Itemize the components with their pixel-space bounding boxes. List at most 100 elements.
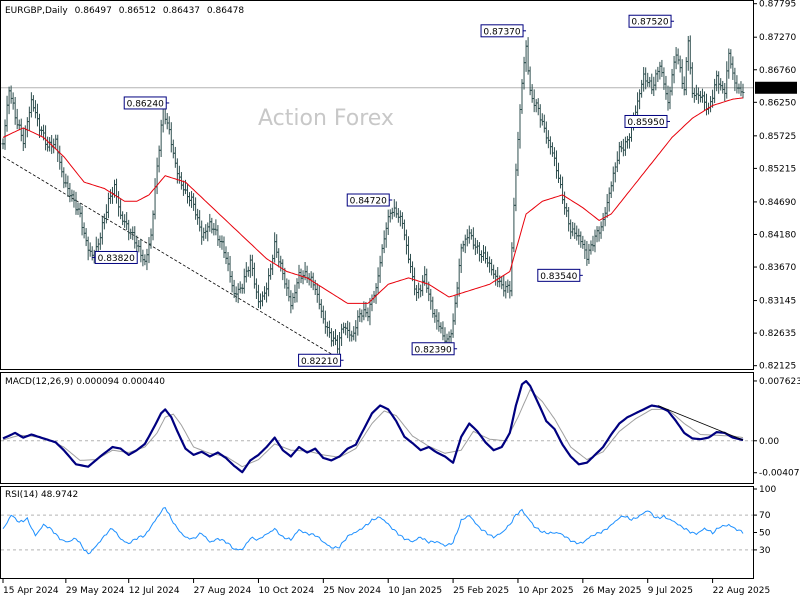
ohlc-bar (68, 182, 72, 203)
ohlc-bar (214, 219, 218, 236)
x-tick-label: 27 Aug 2024 (194, 586, 252, 596)
ohlc-bar (293, 284, 297, 303)
ohlc-bar (650, 73, 654, 95)
x-tick-label: 22 Aug 2025 (713, 586, 771, 596)
ohlc-bar (139, 238, 143, 263)
price-annotation: 0.84720 (346, 193, 393, 207)
ohlc-bar (151, 210, 155, 241)
ohlc-bar (569, 219, 573, 240)
ohlc-bar (80, 205, 84, 236)
annotation-label: 0.85950 (627, 118, 664, 128)
ohlc-bar (145, 248, 149, 271)
ohlc-bar (58, 145, 62, 170)
ohlc-bar (384, 222, 388, 248)
ohlc-bar (508, 280, 512, 299)
ohlc-bar (380, 244, 384, 267)
ohlc-bar (636, 92, 640, 119)
x-tick-label: 25 Feb 2025 (453, 586, 509, 596)
ohlc-bar (494, 269, 498, 286)
ohlc-bar (739, 81, 743, 97)
macd-y-tick-label: 0.007623 (759, 377, 800, 387)
x-tick-label: 10 Oct 2024 (258, 586, 314, 596)
ohlc-bar (404, 229, 408, 255)
ohlc-bar (11, 92, 15, 110)
ohlc-bar (37, 113, 41, 138)
rsi-line (2, 506, 744, 555)
price-panel-frame (0, 0, 754, 370)
ohlc-bar (198, 210, 202, 232)
ohlc-bar (528, 66, 532, 96)
price-y-tick-label: 0.86250 (759, 98, 796, 108)
ohlc-bar (354, 320, 358, 342)
rsi-y-tick-label: 30 (759, 546, 771, 556)
panel-frames (0, 0, 754, 579)
ohlc-bar (516, 131, 520, 177)
ohlc-bar (609, 181, 613, 198)
ohlc-bar (25, 117, 29, 138)
ohlc-bar (709, 96, 713, 113)
ohlc-bar (581, 235, 585, 249)
macd-layer (1, 380, 753, 474)
ohlc-bar (104, 204, 108, 224)
ohlc-bar (425, 268, 429, 293)
ohlc-bar (190, 191, 194, 208)
annotation-label: 0.87520 (631, 18, 668, 28)
ohlc-bar (567, 206, 571, 232)
ohlc-bar (21, 128, 25, 152)
ohlc-bar (100, 216, 104, 245)
ohlc-bar (471, 227, 475, 250)
ohlc-bar (250, 254, 254, 277)
ohlc-bar (682, 76, 686, 96)
ohlc-bar (340, 323, 344, 346)
annotation-label: 0.84720 (350, 197, 387, 207)
ohlc-bar (575, 225, 579, 241)
ohlc-bar (265, 282, 269, 303)
ohlc-bar (676, 48, 680, 65)
ohlc-bar (82, 222, 86, 239)
ohlc-bar (538, 104, 542, 128)
ohlc-bar (467, 225, 471, 244)
ohlc-bar (621, 138, 625, 157)
ohlc-bar (552, 147, 556, 167)
ohlc-bar (125, 212, 129, 231)
ohlc-bar (548, 136, 552, 155)
ohlc-bar (275, 234, 279, 258)
ohlc-bar (615, 151, 619, 173)
price-annotation: 0.83540 (537, 268, 583, 282)
symbol-label: EURGBP,Daily (5, 6, 68, 16)
ohlc-bar (735, 75, 739, 94)
ohlc-bar (157, 145, 161, 173)
ohlc-bar (441, 321, 445, 341)
ohlc-bar (244, 262, 248, 283)
ohlc-bar (656, 66, 660, 83)
ohlc-bar (658, 61, 662, 80)
ohlc-bar (261, 291, 265, 307)
ohlc-bar (599, 221, 603, 239)
x-tick-label: 9 Jul 2025 (648, 586, 693, 596)
ohlc-bar (518, 104, 522, 149)
ohlc-bar (579, 231, 583, 248)
ohlc-bar (90, 246, 94, 261)
ohlc-bar (672, 55, 676, 84)
ohlc-bar (64, 173, 68, 188)
ohlc-bar (62, 167, 66, 189)
price-annotation: 0.86240 (123, 96, 170, 110)
ohlc-bar (729, 49, 733, 69)
ohlc-bar (607, 187, 611, 212)
ohlc-bar (451, 313, 455, 338)
ohlc-bar (587, 243, 591, 265)
ohlc-bar (173, 146, 177, 168)
ohlc-bar (713, 78, 717, 104)
ohlc-bar (413, 267, 417, 296)
macd-label: MACD(12,26,9) 0.000094 0.000440 (5, 377, 165, 387)
ohlc-bar (453, 295, 457, 325)
ohlc-bar (417, 282, 421, 299)
annotation-label: 0.82390 (415, 345, 452, 355)
ohlc-bar (473, 237, 477, 256)
ohlc-bar (123, 214, 127, 228)
ohlc-bar (27, 106, 31, 131)
price-y-tick-label: 0.83145 (759, 297, 796, 307)
ohlc-bar (690, 62, 694, 98)
ohlc-bar (605, 193, 609, 218)
